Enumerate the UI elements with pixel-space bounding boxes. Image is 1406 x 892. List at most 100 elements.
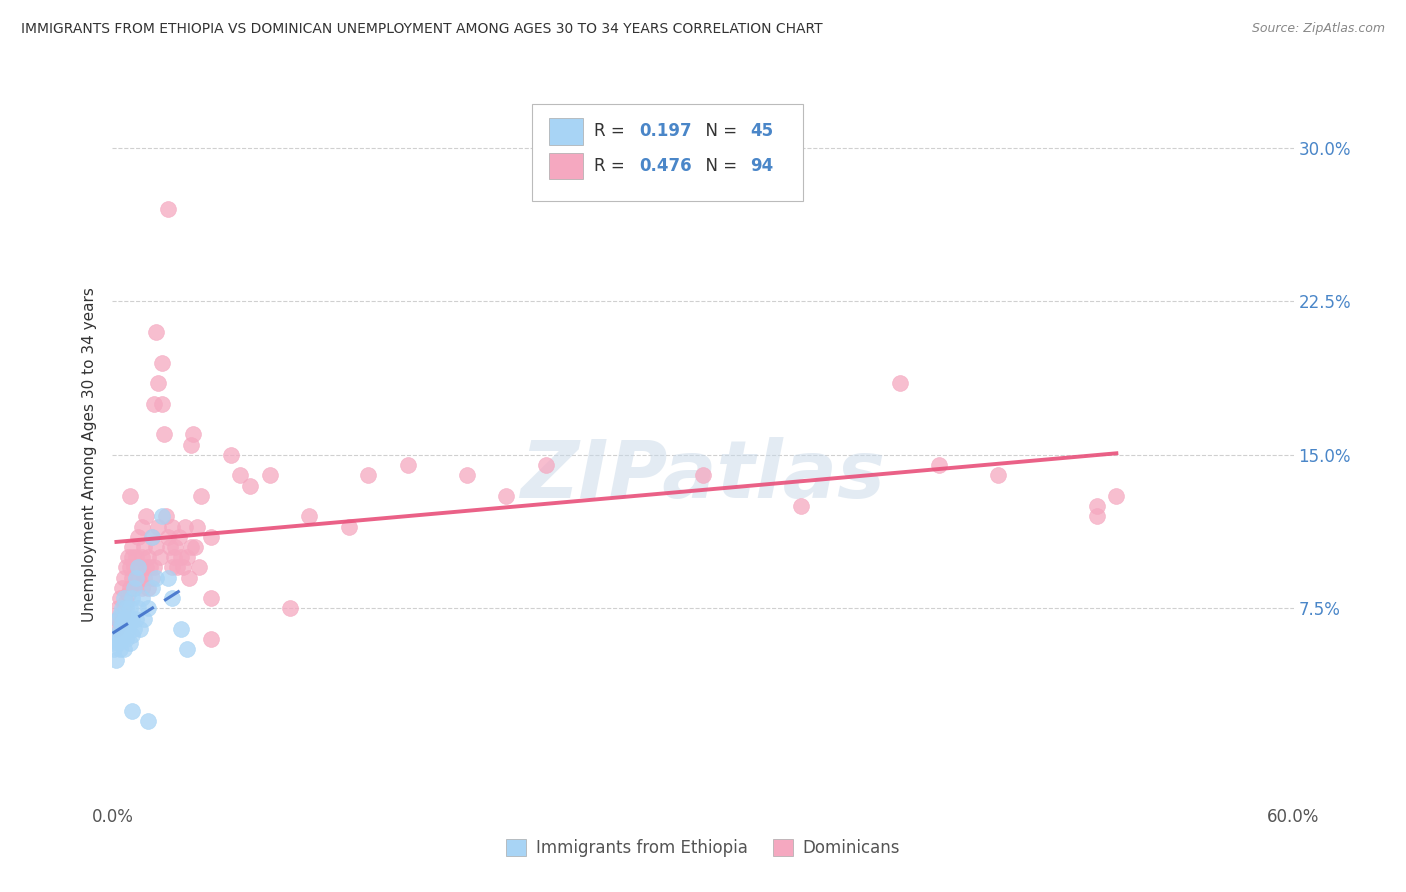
Point bbox=[172, 560, 194, 574]
Point bbox=[150, 356, 173, 370]
Point bbox=[129, 560, 152, 574]
Point bbox=[337, 519, 360, 533]
Point bbox=[456, 468, 478, 483]
Legend: Immigrants from Ethiopia, Dominicans: Immigrants from Ethiopia, Dominicans bbox=[499, 832, 907, 864]
Point bbox=[146, 376, 169, 391]
Point bbox=[121, 540, 143, 554]
Point bbox=[121, 591, 143, 606]
Point bbox=[200, 591, 222, 606]
Point bbox=[159, 540, 181, 554]
Point bbox=[357, 468, 380, 483]
Point bbox=[239, 478, 262, 492]
Point bbox=[190, 489, 212, 503]
Point bbox=[156, 530, 179, 544]
Point bbox=[141, 530, 163, 544]
Point bbox=[127, 601, 149, 615]
Point bbox=[160, 591, 183, 606]
Point bbox=[125, 571, 148, 585]
Point bbox=[120, 581, 142, 595]
Point bbox=[110, 642, 132, 657]
Point bbox=[110, 615, 132, 630]
Text: IMMIGRANTS FROM ETHIOPIA VS DOMINICAN UNEMPLOYMENT AMONG AGES 30 TO 34 YEARS COR: IMMIGRANTS FROM ETHIOPIA VS DOMINICAN UN… bbox=[21, 22, 823, 37]
Point bbox=[229, 468, 252, 483]
Point bbox=[112, 642, 135, 657]
Point bbox=[162, 550, 184, 565]
Point bbox=[103, 642, 125, 657]
Point bbox=[160, 560, 183, 574]
Point bbox=[186, 519, 208, 533]
Point bbox=[145, 571, 167, 585]
Point bbox=[131, 550, 153, 565]
Point bbox=[156, 571, 179, 585]
Point bbox=[156, 202, 179, 217]
Point bbox=[141, 581, 163, 595]
Point bbox=[169, 530, 191, 544]
Point bbox=[120, 560, 142, 574]
Point bbox=[111, 581, 134, 595]
Point bbox=[122, 560, 145, 574]
Point bbox=[160, 519, 183, 533]
Point bbox=[127, 560, 149, 574]
Point bbox=[165, 540, 187, 554]
Point bbox=[127, 530, 149, 544]
Point bbox=[111, 632, 134, 646]
Point bbox=[149, 550, 172, 565]
Point bbox=[179, 571, 201, 585]
Point bbox=[110, 607, 132, 622]
Point bbox=[136, 601, 159, 615]
Point bbox=[180, 540, 202, 554]
Point bbox=[166, 560, 188, 574]
Point bbox=[132, 540, 155, 554]
Point bbox=[152, 427, 174, 442]
Point bbox=[170, 622, 193, 636]
Point bbox=[112, 591, 135, 606]
Text: 0.197: 0.197 bbox=[640, 122, 692, 140]
Text: 0.476: 0.476 bbox=[640, 157, 692, 175]
Point bbox=[278, 601, 301, 615]
Text: 45: 45 bbox=[751, 122, 773, 140]
Point bbox=[120, 615, 142, 630]
Point bbox=[110, 622, 132, 636]
Point bbox=[112, 612, 135, 626]
Point bbox=[120, 636, 142, 650]
Point bbox=[139, 560, 162, 574]
Point bbox=[117, 612, 139, 626]
Point bbox=[125, 612, 148, 626]
Point bbox=[110, 591, 132, 606]
Text: ZIPatlas: ZIPatlas bbox=[520, 437, 886, 515]
Point bbox=[136, 581, 159, 595]
Point bbox=[125, 550, 148, 565]
Point bbox=[107, 612, 129, 626]
Point bbox=[120, 489, 142, 503]
Point bbox=[790, 499, 813, 513]
FancyBboxPatch shape bbox=[531, 103, 803, 201]
Point bbox=[184, 540, 207, 554]
Point bbox=[142, 560, 165, 574]
Point bbox=[111, 607, 134, 622]
Point bbox=[107, 628, 129, 642]
Point bbox=[132, 571, 155, 585]
Point bbox=[115, 595, 138, 609]
Point bbox=[146, 519, 169, 533]
FancyBboxPatch shape bbox=[550, 153, 582, 179]
Point bbox=[105, 632, 128, 646]
Point bbox=[180, 438, 202, 452]
Point bbox=[200, 632, 222, 646]
Point bbox=[105, 622, 128, 636]
Point bbox=[889, 376, 911, 391]
Point bbox=[105, 652, 128, 666]
Point bbox=[121, 628, 143, 642]
Point bbox=[692, 468, 714, 483]
Point bbox=[150, 397, 173, 411]
Point bbox=[131, 581, 153, 595]
Point bbox=[928, 458, 950, 472]
Point bbox=[107, 612, 129, 626]
Point bbox=[1105, 489, 1128, 503]
Point bbox=[125, 574, 148, 589]
Text: R =: R = bbox=[595, 122, 630, 140]
Text: 94: 94 bbox=[751, 157, 773, 175]
Point bbox=[117, 550, 139, 565]
Point bbox=[200, 530, 222, 544]
Point bbox=[396, 458, 419, 472]
Point bbox=[150, 509, 173, 524]
